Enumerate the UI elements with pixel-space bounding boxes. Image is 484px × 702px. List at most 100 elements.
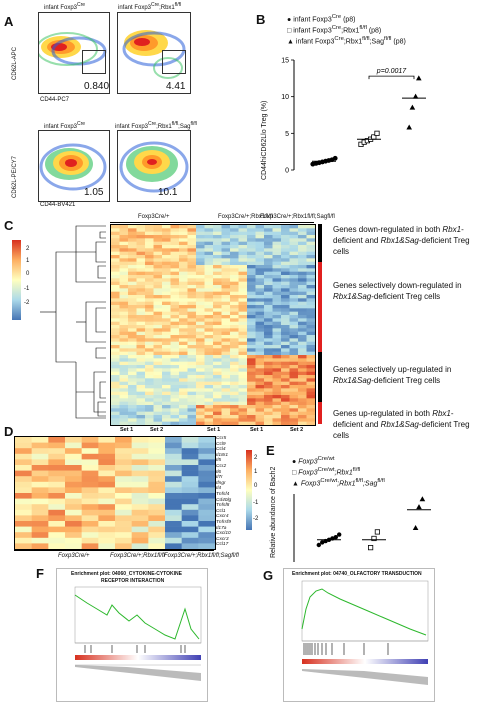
heatmap-c-cell xyxy=(153,281,163,286)
heatmap-c-cell xyxy=(272,375,282,379)
heatmap-c-cell xyxy=(162,238,171,242)
heatmap-c-cell xyxy=(196,368,205,372)
heatmap-c-cell xyxy=(238,281,248,286)
heatmap-d-cell xyxy=(165,476,182,483)
heatmap-c-cell xyxy=(289,315,299,319)
heatmap-c-cell xyxy=(247,231,256,236)
gate-value-bottom-left: 1.05 xyxy=(84,187,104,198)
heatmap-c-cell xyxy=(247,298,256,302)
heatmap-c-cell xyxy=(298,338,307,342)
heatmap-c-cell xyxy=(264,301,273,306)
heatmap-c-cell xyxy=(221,311,231,316)
heatmap-c-cell xyxy=(289,348,299,352)
heatmap-c-cell xyxy=(170,308,180,312)
heatmap-c-cell xyxy=(306,315,315,319)
heatmap-c-cell xyxy=(179,305,188,309)
heatmap-c-cell xyxy=(272,288,282,292)
heatmap-c-cell xyxy=(136,311,146,316)
heatmap-d-cell xyxy=(15,543,32,549)
heatmap-c-cell xyxy=(128,298,137,302)
heatmap-c-cell xyxy=(187,381,197,386)
heatmap-c-cell xyxy=(255,361,265,366)
heatmap-c-cell xyxy=(128,345,137,349)
heatmap-c-cell xyxy=(281,241,290,246)
heatmap-d-cell xyxy=(148,442,166,449)
heatmap-c-cell xyxy=(196,241,205,246)
heatmap-c-cell xyxy=(298,368,307,372)
heatmap-c-cell xyxy=(298,235,307,239)
heatmap-d-cell xyxy=(81,448,99,455)
heatmap-c-cell xyxy=(187,285,197,289)
panel-e-y-label: Relative abundance of Bach2 xyxy=(270,466,277,558)
heatmap-c-cell xyxy=(136,371,146,376)
heatmap-c-cell xyxy=(264,385,273,389)
heatmap-c-cell xyxy=(204,338,214,342)
heatmap-c-cell xyxy=(119,248,129,252)
heatmap-c-cell xyxy=(170,418,180,422)
heatmap-c-cell xyxy=(264,391,273,396)
heatmap-c-cell xyxy=(196,261,205,266)
panel-c-set-label: Set 1 xyxy=(250,427,264,433)
heatmap-c-cell xyxy=(264,368,273,372)
heatmap-c-cell xyxy=(221,305,231,309)
heatmap-c-cell xyxy=(162,315,171,319)
heatmap-c-cell xyxy=(255,381,265,386)
heatmap-c-cell xyxy=(255,318,265,322)
panel-c-set-label: Set 1 xyxy=(120,427,134,433)
heatmap-c-cell xyxy=(238,351,248,356)
heatmap-c-cell xyxy=(170,268,180,272)
heatmap-c-cell xyxy=(145,398,154,402)
flow-plot-top-right xyxy=(117,12,191,94)
heatmap-c-cell xyxy=(162,351,171,356)
heatmap-c-cell xyxy=(221,281,231,286)
heatmap-d-cell xyxy=(81,442,99,449)
heatmap-c-cell xyxy=(179,261,188,266)
heatmap-d-cell xyxy=(15,504,32,511)
heatmap-c-cell xyxy=(255,345,265,349)
heatmap-c-cell xyxy=(196,328,205,332)
heatmap-c-cell xyxy=(145,271,154,276)
heatmap-c-cell xyxy=(255,388,265,392)
heatmap-d-cell xyxy=(131,509,149,516)
panel-c-set-label: Set 1 xyxy=(207,427,221,433)
heatmap-c-cell xyxy=(238,271,248,276)
heatmap-c-cell xyxy=(298,318,307,322)
heatmap-c-cell xyxy=(221,295,231,299)
heatmap-c-cell xyxy=(187,361,197,366)
heatmap-c-cell xyxy=(230,265,239,269)
heatmap-c-cell xyxy=(153,328,163,332)
heatmap-c-cell xyxy=(128,301,137,306)
heatmap-c-cell xyxy=(187,258,197,262)
heatmap-c-cell xyxy=(264,388,273,392)
heatmap-c-cell xyxy=(170,265,180,269)
heatmap-d-cell xyxy=(165,448,182,455)
heatmap-c-cell xyxy=(306,325,315,329)
heatmap-d-cell xyxy=(15,493,32,499)
heatmap-c-cell xyxy=(119,285,129,289)
heatmap-c-cell xyxy=(179,285,188,289)
heatmap-c-cell xyxy=(145,365,154,369)
heatmap-d-cell xyxy=(48,437,66,443)
panel-c-scale-tick: -2 xyxy=(24,300,30,306)
heatmap-c-cell xyxy=(179,311,188,316)
heatmap-c-cell xyxy=(272,365,282,369)
heatmap-c-cell xyxy=(255,378,265,382)
heatmap-d-cell xyxy=(148,521,166,527)
heatmap-c-cell xyxy=(179,325,188,329)
heatmap-c-cell xyxy=(119,361,129,366)
gene-label: Tnfrsf9 xyxy=(216,520,231,525)
heatmap-c-cell xyxy=(170,375,180,379)
heatmap-c-cell xyxy=(119,371,129,376)
heatmap-c-cell xyxy=(187,288,197,292)
panel-a-letter: A xyxy=(4,14,14,29)
heatmap-c-cell xyxy=(179,401,188,406)
gene-label: Ccr2 xyxy=(216,464,227,469)
triangle-marker-icon: ▲ xyxy=(292,480,299,488)
heatmap-c-cell xyxy=(196,228,205,232)
heatmap-c-cell xyxy=(145,225,154,229)
heatmap-c-cell xyxy=(221,241,231,246)
heatmap-c-cell xyxy=(221,261,231,266)
heatmap-d-cell xyxy=(31,526,49,533)
heatmap-c-cell xyxy=(145,235,154,239)
heatmap-c-cell xyxy=(111,331,120,336)
